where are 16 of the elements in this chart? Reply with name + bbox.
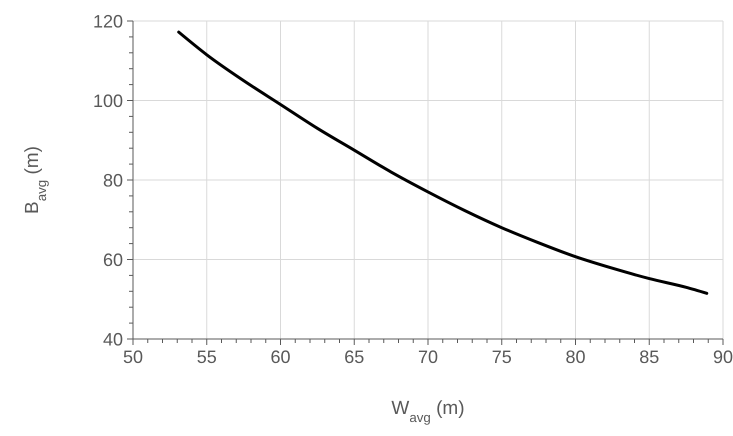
x-tick-label: 90 bbox=[712, 347, 733, 367]
y-tick-label: 40 bbox=[102, 329, 123, 350]
x-tick-label: 55 bbox=[196, 347, 217, 367]
y-tick-label: 60 bbox=[102, 250, 123, 270]
x-tick-label: 85 bbox=[639, 347, 660, 367]
x-tick-label: 80 bbox=[565, 347, 586, 367]
x-tick-label: 60 bbox=[270, 347, 291, 367]
y-tick-label: 80 bbox=[102, 170, 123, 190]
x-tick-label: 65 bbox=[344, 347, 364, 367]
y-tick-label: 120 bbox=[92, 11, 123, 32]
x-tick-label: 50 bbox=[122, 347, 144, 367]
y-tick-label: 100 bbox=[92, 90, 123, 111]
x-tick-label: 70 bbox=[418, 347, 438, 367]
line-series bbox=[177, 30, 708, 295]
x-tick-label: 75 bbox=[492, 347, 512, 367]
x-axis-title: W$_{avg}$ (m) bbox=[391, 398, 465, 424]
